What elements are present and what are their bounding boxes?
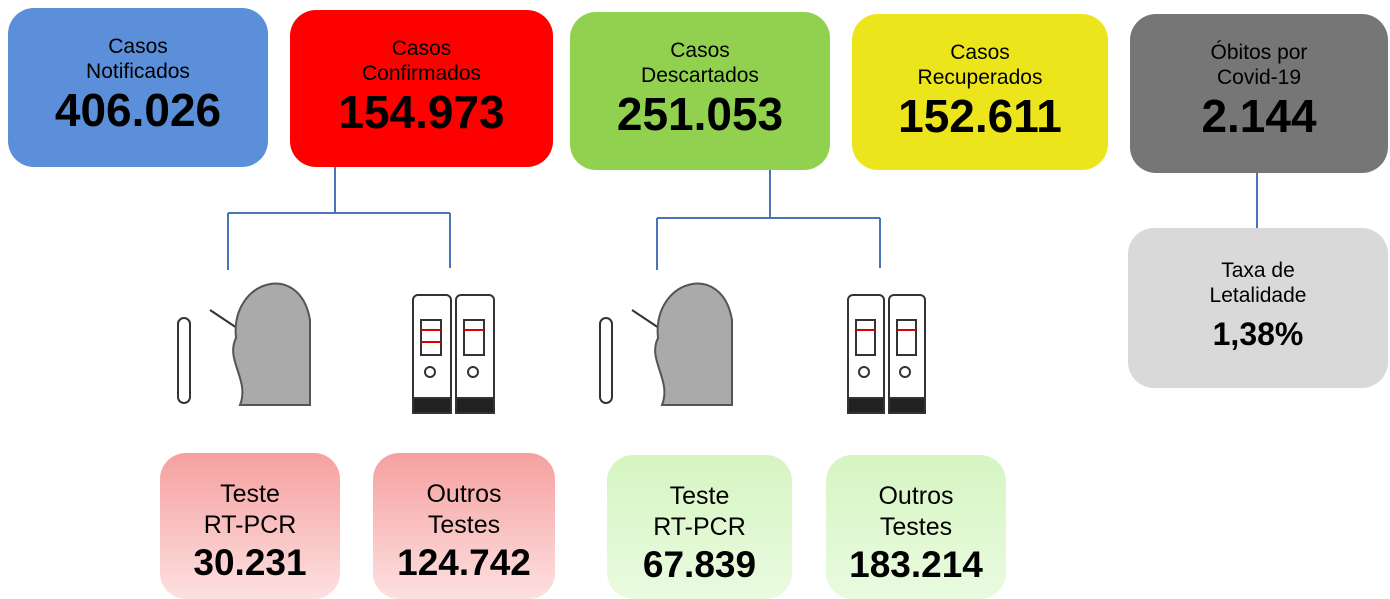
card-label: Letalidade [1128,283,1388,308]
card-label: Casos [852,40,1108,65]
card-value: 406.026 [8,84,268,136]
card-label: Óbitos por [1130,40,1388,65]
card-value: 124.742 [373,541,555,585]
card-value: 251.053 [570,88,830,140]
card-label: Descartados [570,63,830,88]
card-label: Confirmados [290,61,553,86]
card-label: Taxa de [1128,258,1388,283]
cassette-icons-2 [848,295,925,413]
cassette-icons-1 [413,295,494,413]
card-label: Teste [160,479,340,510]
card-label: Outros [826,481,1006,512]
connector-discarded [657,170,880,270]
card-label: Testes [373,510,555,541]
card-value: 183.214 [826,543,1006,587]
card-value: 30.231 [160,541,340,585]
swab-icon-1 [178,284,310,405]
card-label: RT-PCR [160,510,340,541]
card-label: Casos [290,36,553,61]
card-label: RT-PCR [607,512,792,543]
card-label: Casos [570,38,830,63]
card-value: 152.611 [852,90,1108,142]
card-label: Testes [826,512,1006,543]
card-value: 67.839 [607,543,792,587]
card-label: Outros [373,479,555,510]
card-value: 1,38% [1128,308,1388,360]
card-label: Recuperados [852,65,1108,90]
card-value: 2.144 [1130,90,1388,142]
swab-icon-2 [600,284,732,405]
connector-confirmed [228,167,450,270]
card-value: 154.973 [290,86,553,138]
card-label: Teste [607,481,792,512]
card-label: Casos [8,34,268,59]
card-label: Notificados [8,59,268,84]
card-label: Covid-19 [1130,65,1388,90]
infographic: CasosNotificados406.026CasosConfirmados1… [0,0,1390,599]
